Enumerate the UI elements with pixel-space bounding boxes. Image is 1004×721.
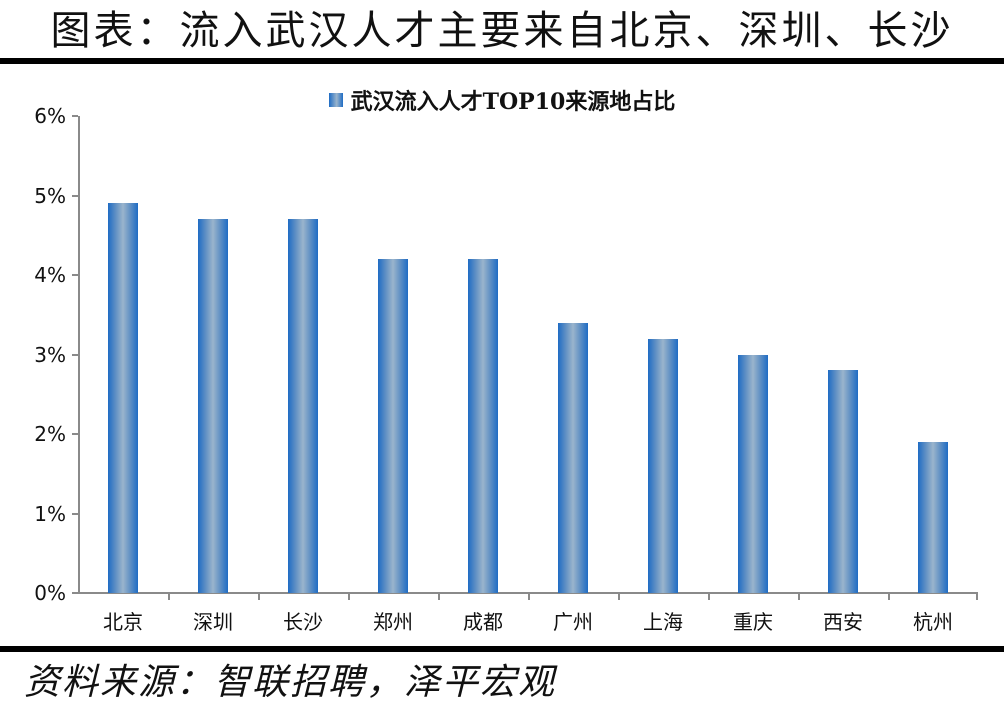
y-tick xyxy=(72,194,78,197)
bar-7 xyxy=(738,354,768,593)
y-tick-label: 6% xyxy=(34,104,66,128)
y-tick-label: 4% xyxy=(34,263,66,287)
top-divider xyxy=(0,58,1004,64)
bar-5 xyxy=(558,322,588,593)
x-category-label: 上海 xyxy=(643,610,683,634)
x-tick xyxy=(976,593,978,600)
bar-2 xyxy=(288,219,318,593)
bar-0 xyxy=(108,203,138,593)
y-tick xyxy=(72,115,78,117)
x-tick xyxy=(888,593,890,600)
y-tick xyxy=(72,353,78,356)
y-tick xyxy=(72,512,78,515)
bar-8 xyxy=(828,370,858,593)
x-category-label: 深圳 xyxy=(193,610,233,634)
y-tick xyxy=(72,592,78,594)
x-category-label: 成都 xyxy=(463,610,503,634)
legend-swatch-icon xyxy=(328,93,343,107)
bottom-divider xyxy=(0,646,1004,652)
chart-legend: 武汉流入人才TOP10来源地占比 xyxy=(0,84,1004,116)
x-tick xyxy=(798,593,800,600)
bar-4 xyxy=(468,259,498,593)
x-tick xyxy=(528,593,530,600)
y-tick xyxy=(72,274,78,276)
page-title: 图表：流入武汉人才主要来自北京、深圳、长沙 xyxy=(50,8,954,54)
x-category-label: 郑州 xyxy=(373,610,413,634)
bar-1 xyxy=(198,219,228,593)
x-category-label: 重庆 xyxy=(733,610,773,634)
x-category-label: 长沙 xyxy=(283,610,323,634)
bar-chart-plot-area: 0% 1% 2% 3% 4% 5% 6% 北京 深圳 长沙 郑州 成都 广州 上海 重庆 西安 杭州 xyxy=(34,104,978,634)
source-note: 资料来源：智联招聘，泽平宏观 xyxy=(24,662,557,703)
x-category-label: 杭州 xyxy=(913,610,953,634)
y-axis xyxy=(78,116,80,594)
x-category-label: 广州 xyxy=(553,610,593,634)
y-tick-label: 3% xyxy=(34,342,66,367)
y-tick-label: 1% xyxy=(34,501,66,526)
x-tick xyxy=(168,593,170,600)
y-tick xyxy=(72,433,78,435)
x-category-label: 西安 xyxy=(823,610,863,634)
bar-9 xyxy=(918,441,948,593)
y-tick-label: 0% xyxy=(34,581,66,605)
x-tick xyxy=(618,593,620,600)
x-tick xyxy=(708,593,710,600)
x-category-label: 北京 xyxy=(103,610,143,634)
x-tick xyxy=(258,593,260,600)
y-tick-label: 5% xyxy=(34,183,66,208)
legend-label: 武汉流入人才TOP10来源地占比 xyxy=(350,89,676,115)
bar-6 xyxy=(648,338,678,593)
x-tick xyxy=(348,593,350,600)
bar-3 xyxy=(378,259,408,593)
y-tick-label: 2% xyxy=(34,422,66,446)
x-tick xyxy=(438,593,440,600)
